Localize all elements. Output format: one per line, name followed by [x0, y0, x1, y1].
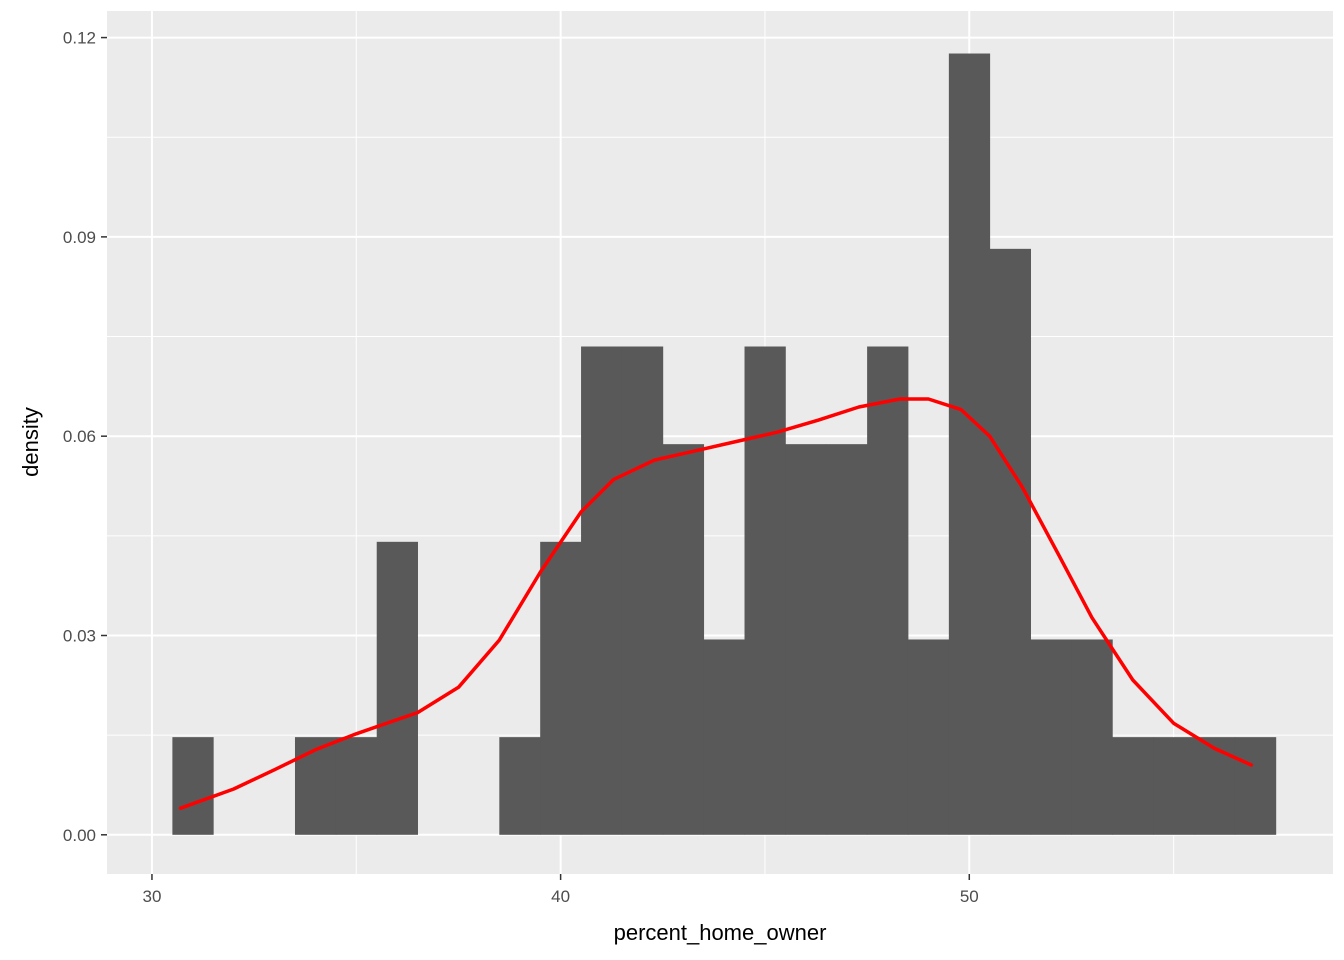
x-axis-title: percent_home_owner [614, 920, 827, 945]
x-tick-label: 30 [142, 887, 161, 906]
x-tick-label: 50 [960, 887, 979, 906]
histogram-bar [867, 346, 909, 835]
density-curve [178, 397, 1254, 810]
histogram-bar [1194, 737, 1236, 835]
y-tick-label: 0.12 [63, 29, 96, 48]
histogram-bars [172, 53, 1277, 835]
histogram-bar [1030, 639, 1072, 835]
histogram-bar [907, 639, 950, 835]
histogram-bar [1234, 737, 1277, 835]
y-tick-label: 0.00 [63, 826, 96, 845]
y-tick-label: 0.03 [63, 626, 96, 645]
histogram-bar [1153, 737, 1195, 835]
histogram-bar [948, 53, 991, 835]
y-tick-label: 0.06 [63, 427, 96, 446]
histogram-bar [826, 444, 868, 835]
histogram-bar [621, 346, 664, 835]
histogram-bar [294, 737, 337, 835]
histogram-bar [376, 541, 418, 835]
x-tick-label: 40 [551, 887, 570, 906]
histogram-bar [744, 346, 786, 835]
histogram-bar [1071, 639, 1113, 835]
histogram-bar [499, 737, 541, 835]
histogram-bar [703, 639, 745, 835]
y-axis-title: density [18, 407, 43, 477]
histogram-bar [540, 541, 582, 835]
y-tick-label: 0.09 [63, 228, 96, 247]
histogram-bar [662, 444, 705, 835]
x-axis: 30 40 50 [142, 874, 979, 906]
histogram-bar [989, 248, 1031, 835]
histogram-bar [785, 444, 827, 835]
histogram-bar [581, 346, 623, 835]
histogram-bar [1112, 737, 1154, 835]
y-axis: 0.00 0.03 0.06 0.09 0.12 [63, 29, 107, 845]
histogram-bar [172, 737, 214, 835]
histogram-bar [335, 737, 378, 835]
